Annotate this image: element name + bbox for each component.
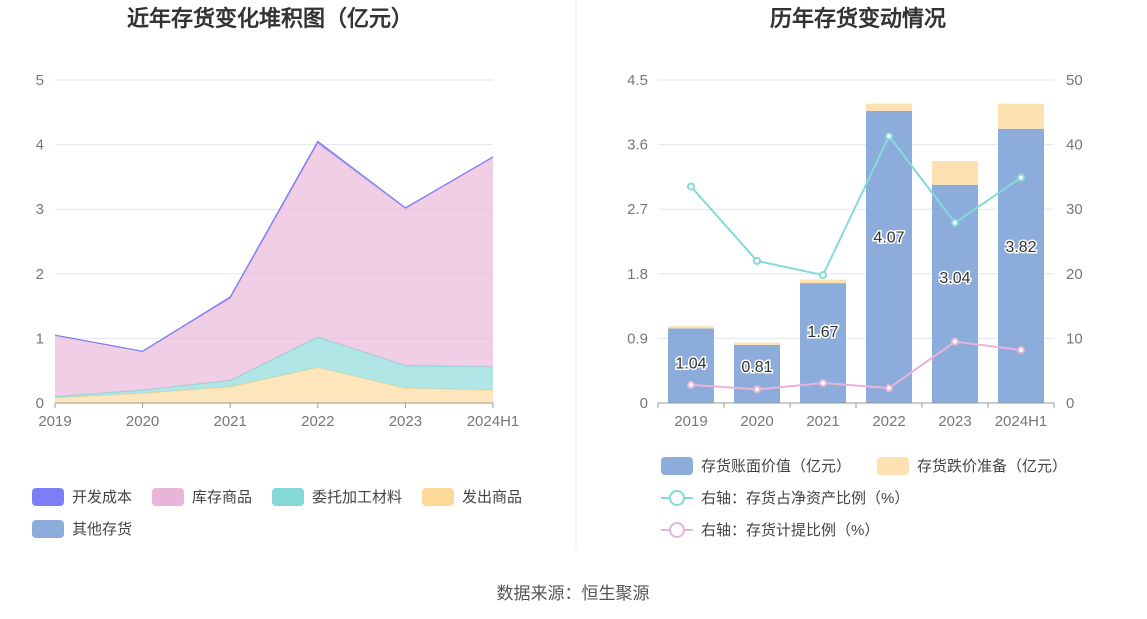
legend-label: 库存商品 [192,489,252,506]
bar-存货跌价准备（亿元） [734,342,780,345]
line-point [1017,346,1025,355]
y2-tick-label: 50 [1066,72,1083,89]
area-委托加工材料 [55,337,493,398]
y2-tick-label: 0 [1066,395,1074,412]
y-tick-label: 3.6 [627,137,648,154]
bar-value-label: 0.81 [741,359,772,376]
x-tick-label: 2024H1 [995,413,1048,430]
right-chart-title: 历年存货变动情况 [770,6,946,31]
legend-marker [669,522,685,538]
bar-存货跌价准备（亿元） [998,103,1044,129]
x-tick-label: 2020 [126,413,159,430]
bar-存货账面价值（亿元） [998,128,1044,403]
legend-label: 右轴：存货计提比例（%） [701,522,879,539]
bar-存货跌价准备（亿元） [932,161,978,185]
y-tick-label: 2.7 [627,201,648,218]
bar-存货账面价值（亿元） [668,328,714,403]
x-tick-label: 2019 [38,413,71,430]
y2-tick-label: 30 [1066,201,1083,218]
x-tick-label: 2020 [740,413,773,430]
bar-value-label: 3.82 [1005,239,1036,256]
legend-swatch [877,457,909,475]
line-point [687,380,695,389]
y2-tick-label: 10 [1066,330,1083,347]
bar-存货账面价值（亿元） [932,184,978,403]
legend-label: 发出商品 [462,489,522,506]
line-point [885,384,893,393]
x-tick-label: 2021 [214,413,247,430]
legend-swatch [661,457,693,475]
line-右轴：存货计提比例（%） [690,340,1022,391]
line-point [819,271,827,280]
left-stacked-area-chart: 0 1 2 3 4 5 2019 2020 2021 2022 2023 2024H1 开发成本 库存商品… [32,72,522,538]
legend-label: 委托加工材料 [312,489,402,506]
bar-value-label: 4.07 [873,229,904,246]
line-point [753,385,761,394]
legend-label: 右轴：存货占净资产比例（%） [701,490,909,507]
data-source: 数据来源：恒生聚源 [497,584,650,603]
bar-存货跌价准备（亿元） [866,103,912,111]
y-tick-label: 0.9 [627,330,648,347]
y-tick-label: 4.5 [627,72,648,89]
y-tick-label: 1 [36,330,44,347]
legend-swatch [32,520,64,538]
line-point [951,337,959,346]
bar-value-label: 1.67 [807,324,838,341]
legend-swatch [422,488,454,506]
area-发出商品 [55,367,493,403]
legend-swatch [32,488,64,506]
left-chart-title: 近年存货变化堆积图（亿元） [127,6,413,31]
y-tick-label: 5 [36,72,44,89]
y-tick-label: 0 [36,395,44,412]
y-tick-label: 4 [36,137,44,154]
right-bar-line-chart: 0 0.9 1.8 2.7 3.6 4.5 0 10 20 30 40 50 1.04 0.81 1.67 4… [627,72,1083,539]
legend-marker [669,490,685,506]
line-右轴：存货占净资产比例（%） [690,134,1022,277]
x-tick-label: 2022 [872,413,905,430]
x-tick-label: 2019 [674,413,707,430]
line-point [951,218,959,227]
area-库存商品 [55,143,493,397]
y-tick-label: 1.8 [627,266,648,283]
line-point [753,256,761,265]
y-tick-label: 3 [36,201,44,218]
bar-存货跌价准备（亿元） [800,279,846,284]
y-tick-label: 0 [640,395,648,412]
x-tick-label: 2023 [938,413,971,430]
legend-label: 其他存货 [72,521,132,538]
y-tick-label: 2 [36,266,44,283]
bar-value-label: 3.04 [939,270,970,287]
legend-swatch [152,488,184,506]
line-point [1017,173,1025,182]
bar-存货跌价准备（亿元） [668,326,714,329]
line-point [819,378,827,387]
line-point [687,182,695,191]
y2-tick-label: 20 [1066,266,1083,283]
x-tick-label: 2023 [389,413,422,430]
y2-tick-label: 40 [1066,137,1083,154]
legend-swatch [272,488,304,506]
x-tick-label: 2022 [301,413,334,430]
legend-label: 存货账面价值（亿元） [701,458,851,475]
x-tick-label: 2024H1 [467,413,520,430]
area-line-开发成本 [54,140,494,352]
line-point [885,132,893,141]
x-tick-label: 2021 [806,413,839,430]
bar-存货账面价值（亿元） [866,110,912,403]
legend-label: 开发成本 [72,489,132,506]
bar-value-label: 1.04 [675,355,706,372]
legend-label: 存货跌价准备（亿元） [917,458,1067,475]
